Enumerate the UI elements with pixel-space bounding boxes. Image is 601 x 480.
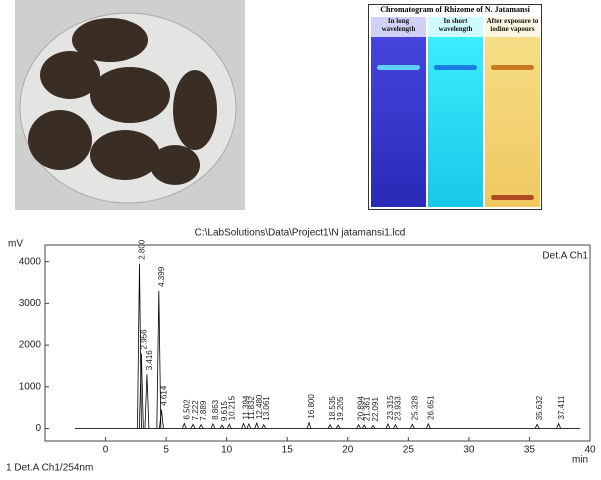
peak bbox=[241, 422, 246, 429]
peak bbox=[226, 423, 232, 429]
peak bbox=[246, 422, 252, 429]
peak bbox=[181, 422, 187, 429]
y-tick-label: 2000 bbox=[19, 340, 42, 351]
rhizomes bbox=[28, 18, 217, 185]
detector-label: Det.A Ch1 bbox=[542, 251, 588, 262]
x-tick-label: 35 bbox=[524, 445, 536, 456]
x-axis-label: min bbox=[572, 455, 588, 466]
tlc-panel: Chromatogram of Rhizome of N. Jatamansi … bbox=[368, 4, 542, 210]
strip-short: In short wavelength bbox=[428, 17, 483, 207]
peak-label: 4.399 bbox=[157, 266, 166, 287]
x-tick-label: 15 bbox=[282, 445, 294, 456]
peak-label: 11.832 bbox=[247, 395, 256, 419]
strip-label: In short wavelength bbox=[428, 17, 483, 37]
peak-label: 8.863 bbox=[211, 399, 220, 420]
peak-label: 18.535 bbox=[328, 396, 337, 421]
peak-label: 6.502 bbox=[182, 399, 191, 420]
peak-label: 35.632 bbox=[535, 395, 544, 420]
peak-label: 3.416 bbox=[145, 350, 154, 371]
peak bbox=[385, 422, 391, 429]
x-tick-label: 30 bbox=[463, 445, 475, 456]
y-tick-label: 1000 bbox=[19, 381, 42, 392]
peak bbox=[254, 421, 260, 429]
peak bbox=[370, 424, 376, 429]
strip-long: In long wavelength bbox=[371, 17, 426, 207]
peak-label: 22.091 bbox=[371, 397, 380, 422]
footer: 1 Det.A Ch1/254nm bbox=[6, 463, 93, 474]
peak-label: 21.361 bbox=[362, 396, 371, 421]
peak bbox=[261, 423, 267, 429]
peak-label: 23.933 bbox=[394, 396, 403, 421]
chart-title: C:\LabSolutions\Data\Project1\N jatamans… bbox=[195, 228, 406, 239]
peak-label: 7.889 bbox=[199, 400, 208, 421]
band bbox=[491, 65, 534, 70]
peak bbox=[327, 423, 333, 429]
x-tick-label: 25 bbox=[403, 445, 415, 456]
peak bbox=[534, 423, 540, 429]
peak-label: 10.215 bbox=[227, 395, 236, 420]
plot-frame bbox=[44, 244, 591, 442]
x-tick-label: 20 bbox=[342, 445, 354, 456]
x-tick-label: 40 bbox=[584, 445, 596, 456]
peak-label: 25.328 bbox=[410, 395, 419, 420]
peak bbox=[306, 421, 312, 429]
peak bbox=[210, 422, 216, 429]
band bbox=[491, 195, 534, 200]
peak bbox=[156, 290, 162, 429]
peak bbox=[361, 424, 367, 429]
peak-label: 13.061 bbox=[262, 396, 271, 421]
x-tick-label: 5 bbox=[163, 445, 169, 456]
peak-label: 12.480 bbox=[255, 394, 264, 419]
x-tick-label: 0 bbox=[103, 445, 109, 456]
peak bbox=[356, 423, 361, 429]
peak bbox=[198, 423, 204, 429]
strip-label: After exposure to iodine vapours bbox=[485, 17, 540, 37]
peak-label: 9.615 bbox=[220, 401, 229, 422]
y-axis-label: mV bbox=[8, 239, 23, 250]
peak-label: 2.800 bbox=[138, 239, 147, 260]
strip-label: In long wavelength bbox=[371, 17, 426, 37]
peak bbox=[393, 423, 398, 429]
peak-label: 37.411 bbox=[557, 395, 566, 419]
strip-iodine: After exposure to iodine vapours bbox=[485, 17, 540, 207]
peak bbox=[144, 374, 150, 429]
peak-label: 2.956 bbox=[139, 329, 148, 350]
peak-label: 16.800 bbox=[307, 394, 316, 419]
peak-label: 11.394 bbox=[242, 395, 251, 419]
band bbox=[434, 65, 477, 70]
x-tick-label: 10 bbox=[221, 445, 233, 456]
band bbox=[377, 65, 420, 70]
peak bbox=[556, 422, 562, 429]
peak-label: 26.651 bbox=[426, 395, 435, 420]
y-tick-label: 3000 bbox=[19, 298, 42, 309]
y-tick-label: 0 bbox=[35, 423, 41, 434]
peak bbox=[425, 422, 431, 429]
tlc-title: Chromatogram of Rhizome of N. Jatamansi bbox=[380, 5, 530, 14]
y-tick-label: 4000 bbox=[19, 256, 42, 267]
peak bbox=[409, 423, 415, 429]
peak-label: 7.222 bbox=[191, 400, 200, 421]
peak bbox=[335, 424, 341, 429]
peak-label: 20.894 bbox=[357, 396, 366, 421]
peak-label: 23.315 bbox=[386, 395, 395, 420]
peak bbox=[190, 423, 196, 429]
peak bbox=[159, 409, 164, 429]
peak-label: 4.614 bbox=[160, 385, 169, 406]
peak bbox=[219, 424, 225, 429]
peak-label: 19.205 bbox=[336, 396, 345, 421]
peak bbox=[138, 353, 144, 429]
